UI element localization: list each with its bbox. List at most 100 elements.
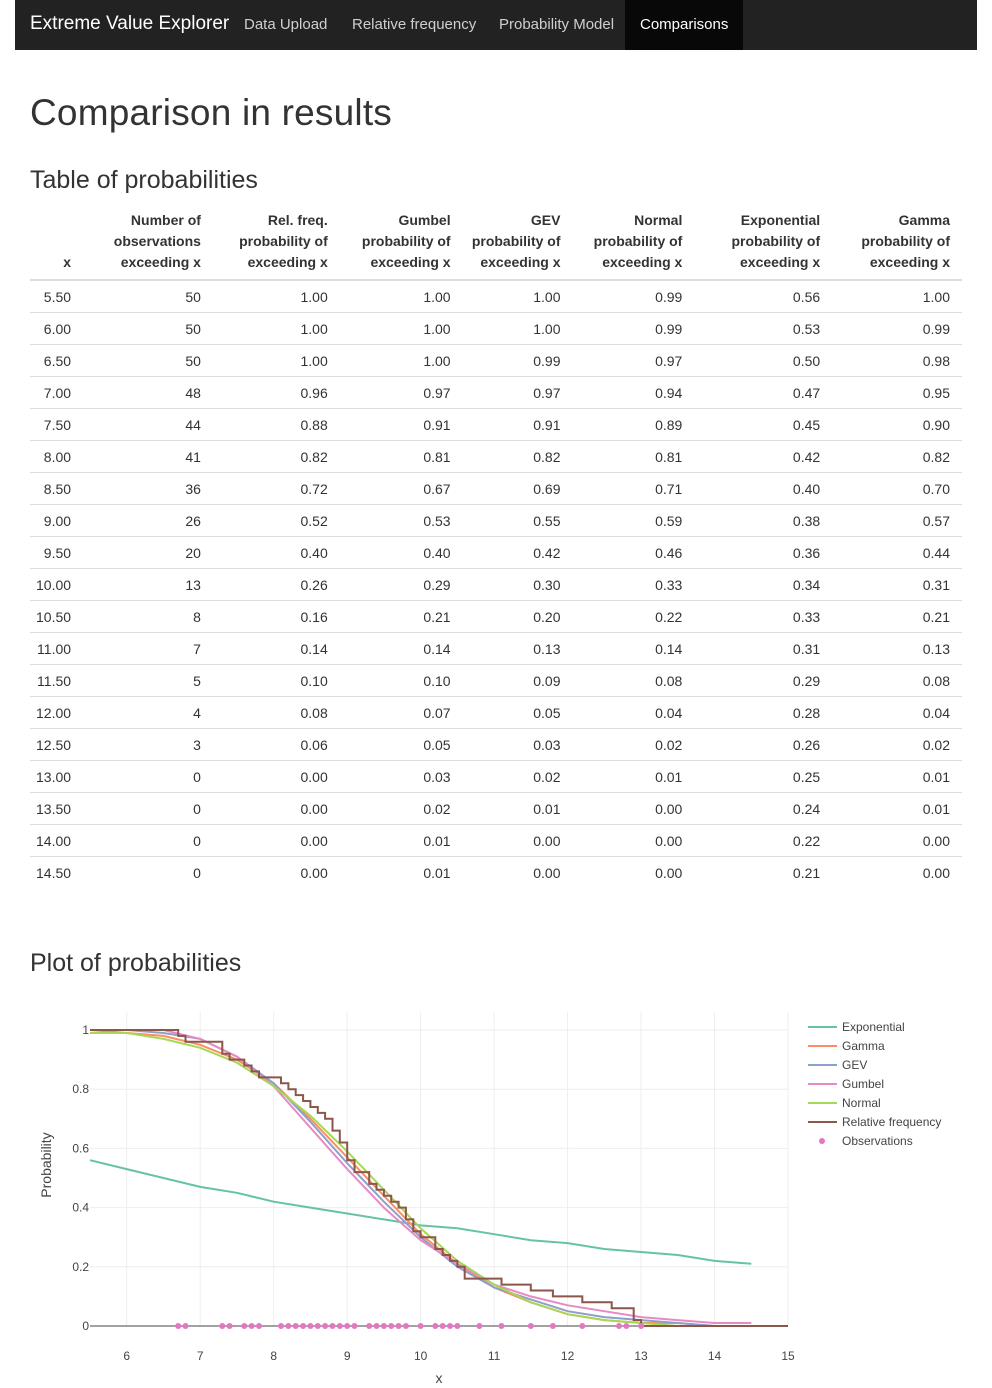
table-cell: 0.16 (212, 600, 340, 633)
table-cell: 0.57 (832, 504, 962, 537)
table-cell: 0.03 (462, 728, 573, 761)
nav-data-upload[interactable]: Data Upload (244, 16, 328, 33)
table-cell: 0.00 (462, 856, 573, 888)
table-cell: 0.31 (832, 568, 962, 601)
series-line (90, 1032, 788, 1327)
table-cell: 0.08 (572, 664, 695, 697)
observation-point (175, 1323, 182, 1329)
table-cell: 0.97 (462, 376, 573, 409)
col-header-normal: Normal probability of exceeding x (572, 206, 695, 281)
table-cell: 0.10 (339, 664, 463, 697)
observation-point (248, 1323, 255, 1329)
table-cell: 0.00 (462, 824, 573, 857)
table-cell: 8.50 (30, 472, 84, 505)
observation-point (527, 1323, 534, 1329)
table-cell: 13.50 (30, 792, 84, 825)
table-cell: 6.50 (30, 344, 84, 377)
table-cell: 13.00 (30, 760, 84, 793)
table-cell: 12.00 (30, 696, 84, 729)
table-cell: 3 (83, 728, 213, 761)
nav-comparisons[interactable]: Comparisons (625, 0, 744, 50)
observation-point (579, 1323, 586, 1329)
x-tick-label: 11 (488, 1349, 501, 1363)
plot-heading: Plot of probabilities (30, 949, 242, 977)
table-cell: 0.38 (694, 504, 833, 537)
plot-lines (89, 1029, 788, 1327)
series-line (89, 1159, 752, 1265)
table-cell: 1.00 (423, 288, 451, 305)
table-cell: 0.82 (832, 440, 962, 473)
table-row: 10.00 13 0.26 0.29 0.30 0.33 0.34 0.31 (30, 568, 962, 601)
table-cell: 0.25 (694, 760, 833, 793)
table-cell: 4 (83, 696, 213, 729)
table-cell: 0.40 (694, 472, 833, 505)
table-cell: 0.30 (462, 568, 573, 601)
table-cell: 12.50 (30, 728, 84, 761)
observation-point (226, 1323, 233, 1329)
table-cell: 0.72 (212, 472, 340, 505)
table-cell: 44 (83, 408, 213, 441)
table-cell: 0.81 (339, 440, 463, 473)
nav-relative-frequency[interactable]: Relative frequency (352, 16, 477, 33)
table-cell: 20 (83, 536, 213, 569)
table-cell: 0.53 (694, 312, 833, 345)
probability-plot[interactable]: 6 7 8 9 10 11 12 13 14 15 0 0.2 0.4 0.6 0.8 1 Exponenti… (30, 995, 962, 1388)
table-cell: 1.00 (922, 288, 950, 305)
legend-label: Normal (842, 1096, 881, 1110)
table-row: 9.00 26 0.52 0.53 0.55 0.59 0.38 0.57 (30, 504, 962, 537)
plot-legend: Exponential Gamma GEV Gumbel Normal Relative … (808, 1020, 941, 1148)
table-cell: 0.02 (462, 760, 573, 793)
probability-table: x Number of observations exceeding x Rel… (30, 206, 962, 888)
table-cell: 0.50 (694, 344, 833, 377)
observation-point (417, 1323, 424, 1329)
table-cell: 0.09 (462, 664, 573, 697)
series-line (89, 1029, 788, 1327)
observation-point (476, 1323, 483, 1329)
x-tick-label: 8 (270, 1349, 277, 1363)
table-row: 6.50 50 1.00 1.00 0.99 0.97 0.50 0.98 (30, 344, 962, 377)
legend-label: Relative frequency (842, 1115, 941, 1129)
table-cell: 0.04 (832, 696, 962, 729)
table-cell: 0.91 (339, 408, 463, 441)
brand[interactable]: Extreme Value Explorer (30, 13, 230, 34)
x-tick-label: 10 (414, 1349, 428, 1363)
table-cell: 0.08 (212, 696, 340, 729)
observation-point (255, 1323, 262, 1329)
page-title: Comparison in results (30, 92, 393, 133)
legend-label: Exponential (842, 1020, 905, 1034)
observation-point (329, 1323, 336, 1329)
table-cell: 0.82 (212, 440, 340, 473)
table-cell: 0.29 (694, 664, 833, 697)
table-cell: 0.05 (462, 696, 573, 729)
observation-point (402, 1323, 409, 1329)
table-row: 13.00 0 0.00 0.03 0.02 0.01 0.25 0.01 (30, 760, 962, 793)
table-cell: 9.50 (30, 536, 84, 569)
table-cell: 0.00 (212, 792, 340, 825)
col-header-gev: GEV probability of exceeding x (462, 206, 573, 281)
observation-point (623, 1323, 630, 1329)
observation-point (439, 1323, 446, 1329)
observation-point (351, 1323, 358, 1329)
observation-point (285, 1323, 292, 1329)
table-cell: 0.94 (572, 376, 695, 409)
table-cell: 0.00 (832, 824, 962, 857)
table-cell: 6.00 (30, 312, 84, 345)
table-cell: 50 (83, 344, 213, 377)
navbar: Extreme Value Explorer Data Upload Relat… (15, 0, 977, 50)
table-cell: 0.33 (694, 600, 833, 633)
plot-observations (175, 1323, 645, 1329)
y-tick-label: 1 (82, 1023, 89, 1037)
nav-probability-model[interactable]: Probability Model (499, 16, 615, 33)
table-cell: 0.24 (694, 792, 833, 825)
observation-point (616, 1323, 623, 1329)
table-cell: 0.13 (832, 632, 962, 665)
table-cell: 14.00 (30, 824, 84, 857)
table-cell: 0.47 (694, 376, 833, 409)
table-cell: 0.14 (212, 632, 340, 665)
table-cell: 0.00 (572, 824, 695, 857)
series-line (90, 1029, 752, 1324)
table-cell: 0.01 (339, 856, 463, 888)
table-cell: 0.04 (572, 696, 695, 729)
observation-point (300, 1323, 307, 1329)
table-cell: 1.00 (300, 288, 328, 305)
